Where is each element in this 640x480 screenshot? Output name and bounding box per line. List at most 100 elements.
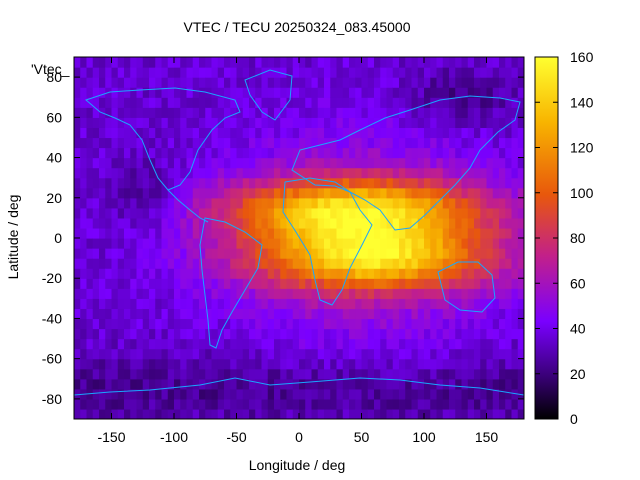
heatmap-cell (324, 408, 331, 419)
heatmap-cell (492, 348, 500, 360)
heatmap-cell (286, 137, 294, 149)
heatmap-cell (386, 378, 394, 390)
heatmap-cell (130, 137, 138, 149)
heatmap-cell (217, 97, 225, 108)
heatmap-cell (267, 288, 275, 299)
heatmap-cell (499, 288, 506, 299)
heatmap-cell (480, 137, 488, 149)
heatmap-cell (130, 87, 138, 98)
heatmap-cell (467, 127, 475, 139)
heatmap-cell (274, 308, 281, 320)
heatmap-cell (211, 288, 219, 299)
heatmap-cell (324, 57, 331, 68)
heatmap-cell (355, 268, 363, 279)
heatmap-cell (392, 268, 400, 279)
heatmap-cell (249, 398, 256, 410)
heatmap-cell (155, 97, 163, 108)
heatmap-cell (499, 348, 506, 360)
heatmap-cell (467, 268, 475, 279)
heatmap-cell (405, 288, 413, 299)
heatmap-cell (324, 117, 331, 128)
heatmap-cell (174, 338, 181, 350)
heatmap-cell (461, 87, 469, 98)
heatmap-cell (417, 117, 425, 128)
heatmap-cell (311, 388, 319, 400)
heatmap-cell (380, 248, 388, 259)
heatmap-cell (242, 358, 250, 370)
heatmap-cell (399, 408, 406, 419)
heatmap-cell (155, 137, 163, 149)
heatmap-cell (442, 268, 450, 279)
heatmap-cell (361, 298, 369, 309)
heatmap-cell (442, 248, 450, 259)
heatmap-cell (292, 378, 300, 390)
heatmap-cell (255, 288, 263, 299)
heatmap-cell (436, 368, 444, 380)
heatmap-cell (499, 338, 506, 350)
heatmap-cell (467, 77, 475, 88)
heatmap-cell (105, 67, 113, 78)
heatmap-cell (167, 318, 175, 330)
heatmap-cell (380, 378, 388, 390)
heatmap-cell (455, 227, 463, 239)
heatmap-cell (111, 157, 119, 169)
heatmap-cell (217, 67, 225, 78)
heatmap-cell (424, 308, 431, 320)
heatmap-cell (361, 308, 369, 320)
heatmap-cell (142, 258, 150, 269)
heatmap-cell (74, 57, 81, 68)
heatmap-cell (230, 268, 238, 279)
heatmap-cell (492, 318, 500, 330)
heatmap-cell (299, 67, 306, 78)
heatmap-cell (180, 117, 188, 128)
heatmap-cell (230, 368, 238, 380)
heatmap-cell (511, 127, 519, 139)
heatmap-cell (349, 157, 356, 169)
heatmap-cell (80, 167, 88, 179)
heatmap-cell (236, 147, 244, 159)
heatmap-cell (199, 328, 206, 340)
heatmap-cell (349, 97, 356, 108)
heatmap-cell (499, 318, 506, 330)
heatmap-cell (417, 217, 425, 229)
heatmap-cell (161, 187, 169, 199)
heatmap-cell (242, 368, 250, 380)
heatmap-cell (467, 227, 475, 239)
heatmap-cell (99, 338, 106, 350)
heatmap-cell (292, 358, 300, 370)
heatmap-cell (492, 167, 500, 179)
heatmap-cell (386, 308, 394, 320)
heatmap-cell (255, 147, 263, 159)
heatmap-cell (155, 328, 163, 340)
heatmap-cell (199, 127, 206, 139)
heatmap-cell (111, 197, 119, 209)
heatmap-cell (430, 358, 438, 370)
heatmap-cell (517, 258, 524, 269)
heatmap-cell (92, 67, 100, 78)
heatmap-cell (374, 268, 381, 279)
heatmap-cell (405, 127, 413, 139)
y-tick-label: -40 (42, 310, 62, 326)
heatmap-cell (267, 157, 275, 169)
heatmap-cell (367, 227, 375, 239)
heatmap-cell (230, 227, 238, 239)
heatmap-cell (292, 278, 300, 289)
heatmap-cell (461, 147, 469, 159)
heatmap-cell (86, 67, 94, 78)
heatmap-cell (105, 207, 113, 219)
heatmap-cell (255, 398, 263, 410)
heatmap-cell (442, 137, 450, 149)
heatmap-cell (92, 187, 100, 199)
heatmap-cell (274, 238, 281, 249)
heatmap-cell (211, 388, 219, 400)
heatmap-cell (149, 398, 156, 410)
heatmap-cell (161, 137, 169, 149)
heatmap-cell (255, 137, 263, 149)
heatmap-cell (380, 258, 388, 269)
heatmap-cell (486, 308, 494, 320)
heatmap-cell (136, 348, 144, 360)
heatmap-cell (430, 298, 438, 309)
heatmap-cell (505, 268, 513, 279)
heatmap-cell (286, 408, 294, 419)
heatmap-cell (324, 388, 331, 400)
